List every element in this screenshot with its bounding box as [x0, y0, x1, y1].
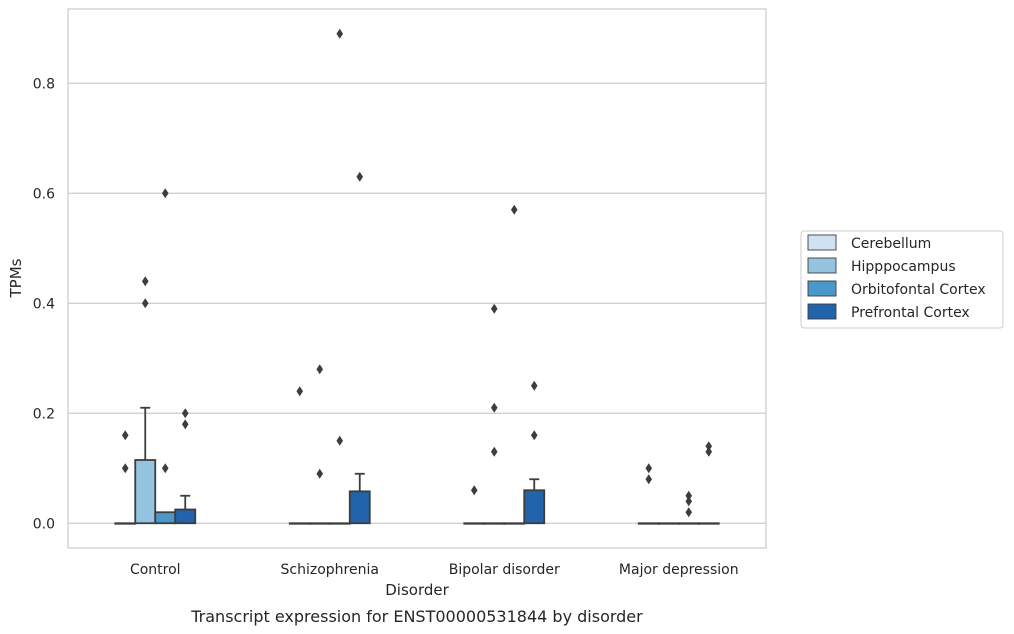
y-tick-label: 0.0: [33, 516, 55, 532]
legend-entry-label: Prefrontal Cortex: [851, 305, 970, 321]
outlier-point: [490, 303, 498, 314]
bar: [523, 489, 546, 525]
x-tick-label: Control: [130, 562, 181, 578]
outlier-point: [490, 402, 498, 413]
legend-entry-label: Hipppocampus: [851, 259, 956, 275]
bar: [114, 522, 137, 525]
bar: [308, 522, 331, 525]
outlier-point: [296, 386, 304, 397]
legend: Cerebellum Hipppocampus Orbitofontal Corte…: [800, 230, 1004, 329]
bar: [677, 522, 700, 525]
y-axis-label: TPMs: [7, 258, 25, 298]
outlier-point: [161, 188, 169, 199]
outlier-point: [141, 298, 149, 309]
grid-lines: [68, 82, 766, 524]
y-tick-label: 0.6: [33, 186, 55, 202]
outlier-point: [685, 496, 693, 507]
legend-swatch: [807, 280, 837, 297]
x-tick-label: Bipolar disorder: [449, 562, 560, 578]
outlier-point: [336, 435, 344, 446]
legend-swatch: [807, 234, 837, 251]
bar: [657, 522, 680, 525]
y-tick-label: 0.8: [33, 76, 55, 92]
outlier-point: [121, 430, 129, 441]
bar: [697, 522, 720, 525]
x-axis-ticks: Control Schizophrenia Bipolar disorder Majo…: [130, 562, 739, 578]
outlier-point: [685, 507, 693, 518]
outlier-point: [530, 380, 538, 391]
outlier-point: [181, 419, 189, 430]
outlier-point: [316, 468, 324, 479]
bar: [174, 508, 197, 525]
outlier-point: [356, 171, 364, 182]
chart-caption: Transcript expression for ENST0000053184…: [190, 607, 643, 626]
bar: [463, 522, 486, 525]
outlier-point: [316, 364, 324, 375]
bar: [637, 522, 660, 525]
error-bars-layer: [140, 406, 540, 510]
bar: [134, 459, 157, 525]
outlier-point: [645, 463, 653, 474]
bar: [288, 522, 311, 525]
bar: [348, 490, 371, 525]
outlier-point: [470, 485, 478, 496]
legend-entry-label: Orbitofontal Cortex: [851, 282, 986, 298]
outlier-point: [181, 408, 189, 419]
outlier-point: [141, 276, 149, 287]
bars-layer: [114, 459, 720, 525]
x-axis-label: Disorder: [385, 581, 449, 599]
bar: [503, 522, 526, 525]
outlier-point: [121, 463, 129, 474]
outlier-point: [645, 474, 653, 485]
legend-frame: [800, 230, 1004, 329]
plot-frame: [67, 8, 767, 549]
y-axis-ticks: 0.0 0.2 0.4 0.6 0.8: [33, 76, 55, 532]
outlier-point: [490, 446, 498, 457]
outlier-point: [530, 430, 538, 441]
bar: [483, 522, 506, 525]
legend-swatch: [807, 257, 837, 274]
outlier-point: [705, 446, 713, 457]
outlier-point: [510, 204, 518, 215]
outlier-point: [161, 463, 169, 474]
outlier-point: [705, 441, 713, 452]
bar: [328, 522, 351, 525]
y-tick-label: 0.2: [33, 406, 55, 422]
legend-entry-label: Cerebellum: [851, 236, 931, 252]
outliers-layer: [121, 28, 713, 518]
x-tick-label: Schizophrenia: [281, 562, 379, 578]
bar: [154, 511, 177, 525]
outlier-point: [685, 490, 693, 501]
y-tick-label: 0.4: [33, 296, 55, 312]
legend-swatch: [807, 303, 837, 320]
x-tick-label: Major depression: [619, 562, 739, 578]
outlier-point: [336, 28, 344, 39]
